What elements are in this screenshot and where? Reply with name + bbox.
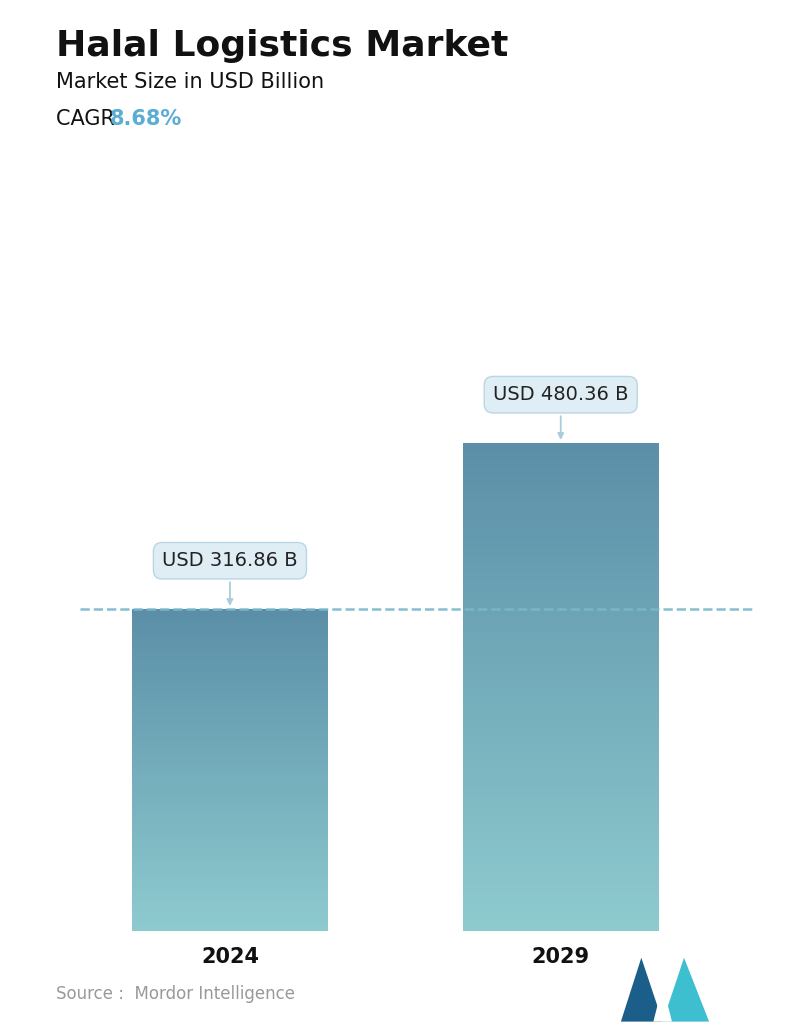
- Text: USD 480.36 B: USD 480.36 B: [493, 386, 629, 438]
- Text: USD 316.86 B: USD 316.86 B: [162, 551, 298, 604]
- Text: 8.68%: 8.68%: [110, 109, 182, 128]
- Text: CAGR: CAGR: [56, 109, 121, 128]
- Polygon shape: [663, 957, 709, 1022]
- Text: Source :  Mordor Intelligence: Source : Mordor Intelligence: [56, 985, 295, 1003]
- Polygon shape: [654, 984, 672, 1022]
- Text: Market Size in USD Billion: Market Size in USD Billion: [56, 72, 324, 92]
- Polygon shape: [621, 957, 663, 1022]
- Text: Halal Logistics Market: Halal Logistics Market: [56, 29, 508, 63]
